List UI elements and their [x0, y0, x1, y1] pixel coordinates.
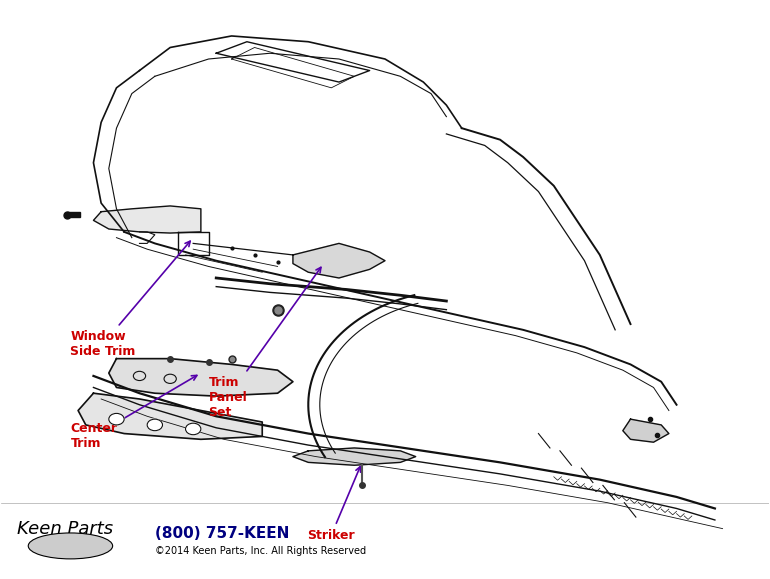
Polygon shape	[109, 358, 293, 396]
Polygon shape	[293, 243, 385, 278]
Text: ©2014 Keen Parts, Inc. All Rights Reserved: ©2014 Keen Parts, Inc. All Rights Reserv…	[155, 546, 366, 556]
Circle shape	[147, 419, 162, 431]
Circle shape	[109, 413, 124, 425]
Text: Center
Trim: Center Trim	[70, 375, 197, 450]
Polygon shape	[93, 206, 201, 233]
Text: (800) 757-KEEN: (800) 757-KEEN	[155, 526, 290, 541]
Text: Window
Side Trim: Window Side Trim	[70, 241, 190, 358]
Circle shape	[186, 423, 201, 435]
Polygon shape	[78, 393, 263, 439]
Text: Striker: Striker	[307, 467, 360, 541]
Polygon shape	[293, 448, 416, 466]
Text: Trim
Panel
Set: Trim Panel Set	[209, 267, 321, 419]
Bar	[66, 212, 80, 218]
Ellipse shape	[28, 533, 112, 559]
Polygon shape	[623, 419, 669, 442]
Text: Keen Parts: Keen Parts	[17, 520, 113, 538]
